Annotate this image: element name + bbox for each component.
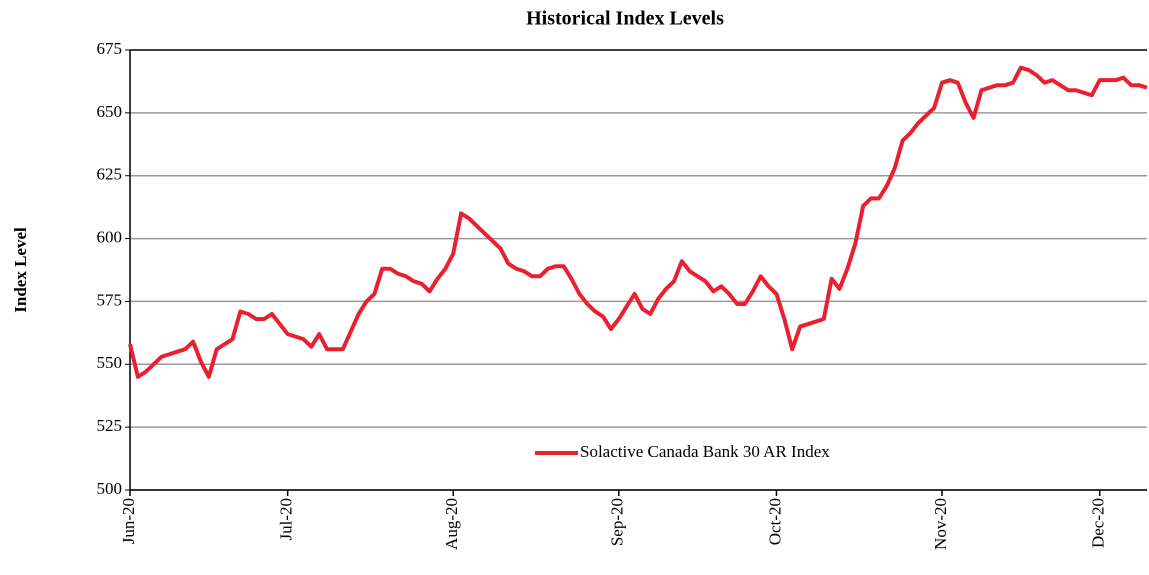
y-tick-label: 600 [97, 227, 123, 246]
y-tick-label: 575 [97, 290, 123, 309]
x-tick-label: Nov-20 [931, 498, 950, 550]
x-tick-label: Sep-20 [608, 498, 627, 546]
chart-title: Historical Index Levels [526, 8, 724, 30]
x-tick-label: Jun-20 [119, 498, 138, 544]
y-tick-label: 650 [97, 102, 123, 121]
x-tick-label: Jul-20 [277, 498, 296, 541]
y-tick-label: 675 [97, 39, 123, 58]
x-tick-label: Dec-20 [1089, 498, 1108, 548]
y-tick-label: 525 [97, 416, 123, 435]
x-tick-label: Oct-20 [765, 498, 784, 545]
x-tick-label: Aug-20 [442, 498, 461, 550]
line [128, 65, 1148, 379]
y-tick-label: 550 [97, 353, 123, 372]
y-tick-label: 625 [97, 165, 123, 184]
legend-label: Solactive Canada Bank 30 AR Index [580, 442, 830, 461]
y-axis-label: Index Level [11, 227, 30, 313]
y-tick-label: 500 [97, 479, 123, 498]
